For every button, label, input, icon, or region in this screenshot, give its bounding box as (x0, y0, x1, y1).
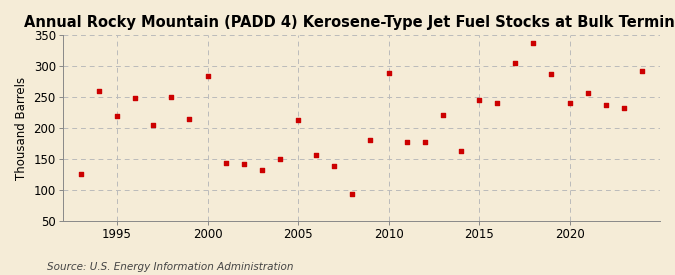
Title: Annual Rocky Mountain (PADD 4) Kerosene-Type Jet Fuel Stocks at Bulk Terminals: Annual Rocky Mountain (PADD 4) Kerosene-… (24, 15, 675, 30)
Point (202, 74, 213, 78)
Point (528, 40, 539, 45)
Point (293, 118, 304, 122)
Point (383, 71, 394, 75)
Point (437, 113, 448, 117)
Point (546, 72, 557, 76)
Point (94, 89, 105, 93)
Point (329, 164, 340, 169)
Point (166, 95, 177, 99)
Point (456, 149, 466, 153)
Point (564, 101, 575, 105)
Point (474, 97, 485, 102)
Point (583, 91, 593, 95)
Point (111, 114, 122, 118)
Point (256, 168, 267, 172)
Point (76, 172, 86, 177)
Point (130, 96, 140, 101)
Point (184, 117, 195, 121)
Text: Source: U.S. Energy Information Administration: Source: U.S. Energy Information Administ… (47, 262, 294, 272)
Point (491, 101, 502, 106)
Point (510, 60, 520, 65)
Point (401, 139, 412, 144)
Point (220, 161, 231, 166)
Point (637, 69, 647, 73)
Y-axis label: Thousand Barrels: Thousand Barrels (15, 76, 28, 180)
Point (365, 138, 376, 143)
Point (618, 106, 629, 110)
Point (310, 152, 321, 157)
Point (275, 157, 286, 161)
Point (148, 123, 159, 127)
Point (347, 192, 358, 196)
Point (600, 103, 611, 108)
Point (419, 139, 430, 144)
Point (238, 162, 249, 166)
